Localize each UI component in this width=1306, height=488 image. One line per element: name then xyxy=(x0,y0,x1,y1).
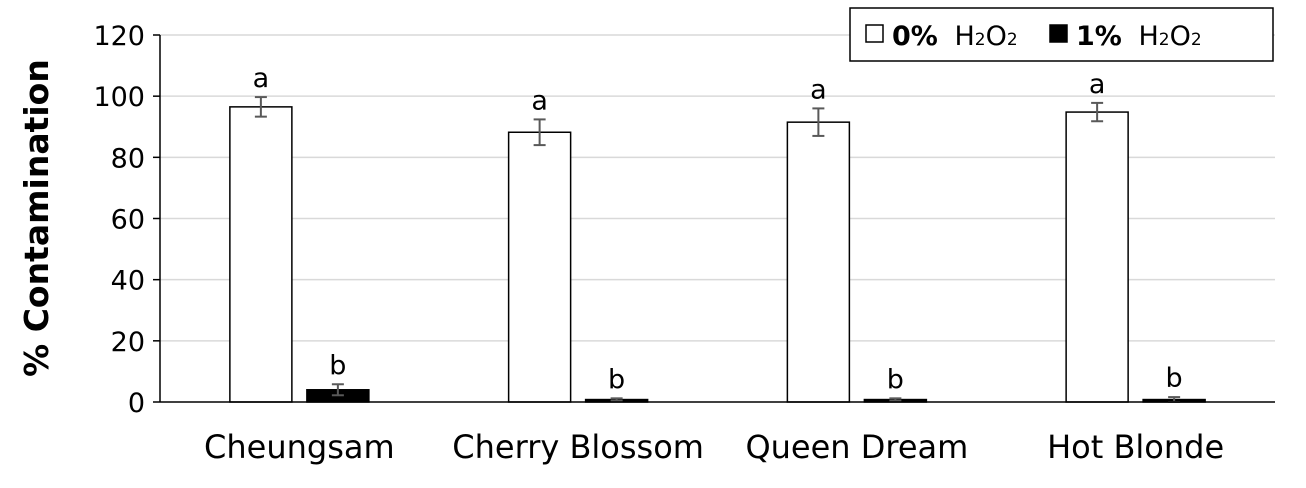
bar-0-0 xyxy=(229,106,293,403)
y-axis-label: % Contamination xyxy=(17,59,56,377)
significance-letter-0-0: a xyxy=(253,63,270,94)
significance-letter-1-2: b xyxy=(887,364,904,395)
y-tick-label-80: 80 xyxy=(111,143,145,174)
significance-letter-1-3: b xyxy=(1166,363,1183,394)
legend: 0% H2O2 1% H2O2 xyxy=(849,7,1274,62)
x-tick-labels: Cheungsam Cherry Blossom Queen Dream Hot Bl… xyxy=(204,428,1224,466)
bar-0-3 xyxy=(1065,111,1129,403)
bar-0-2 xyxy=(786,121,851,403)
significance-letter-0-1: a xyxy=(531,85,548,116)
y-tick-labels: 0 20 40 60 80 100 120 xyxy=(93,21,145,419)
y-tick-label-40: 40 xyxy=(111,266,145,297)
legend-swatch-1 xyxy=(1049,24,1068,43)
y-tick-label-20: 20 xyxy=(111,327,145,358)
significance-letter-1-0: b xyxy=(329,350,346,381)
bar-0-1 xyxy=(507,131,572,403)
significance-letter-0-3: a xyxy=(1089,69,1106,100)
x-tick-label-2: Queen Dream xyxy=(745,428,968,466)
y-tick-label-100: 100 xyxy=(93,82,145,113)
y-tick-label-60: 60 xyxy=(111,205,145,236)
x-tick-label-0: Cheungsam xyxy=(204,428,395,466)
bars: a b a b a b a b xyxy=(229,63,1206,403)
legend-swatch-0 xyxy=(865,24,884,43)
y-tick-label-0: 0 xyxy=(128,388,145,419)
legend-label-0: 0% H2O2 xyxy=(892,21,1018,52)
significance-letter-0-2: a xyxy=(810,74,827,105)
significance-letter-1-1: b xyxy=(608,364,625,395)
x-tick-label-3: Hot Blonde xyxy=(1047,428,1224,466)
y-tick-label-120: 120 xyxy=(93,21,145,52)
x-tick-label-1: Cherry Blossom xyxy=(452,428,704,466)
axes xyxy=(159,35,1275,403)
legend-label-1: 1% H2O2 xyxy=(1076,21,1202,52)
